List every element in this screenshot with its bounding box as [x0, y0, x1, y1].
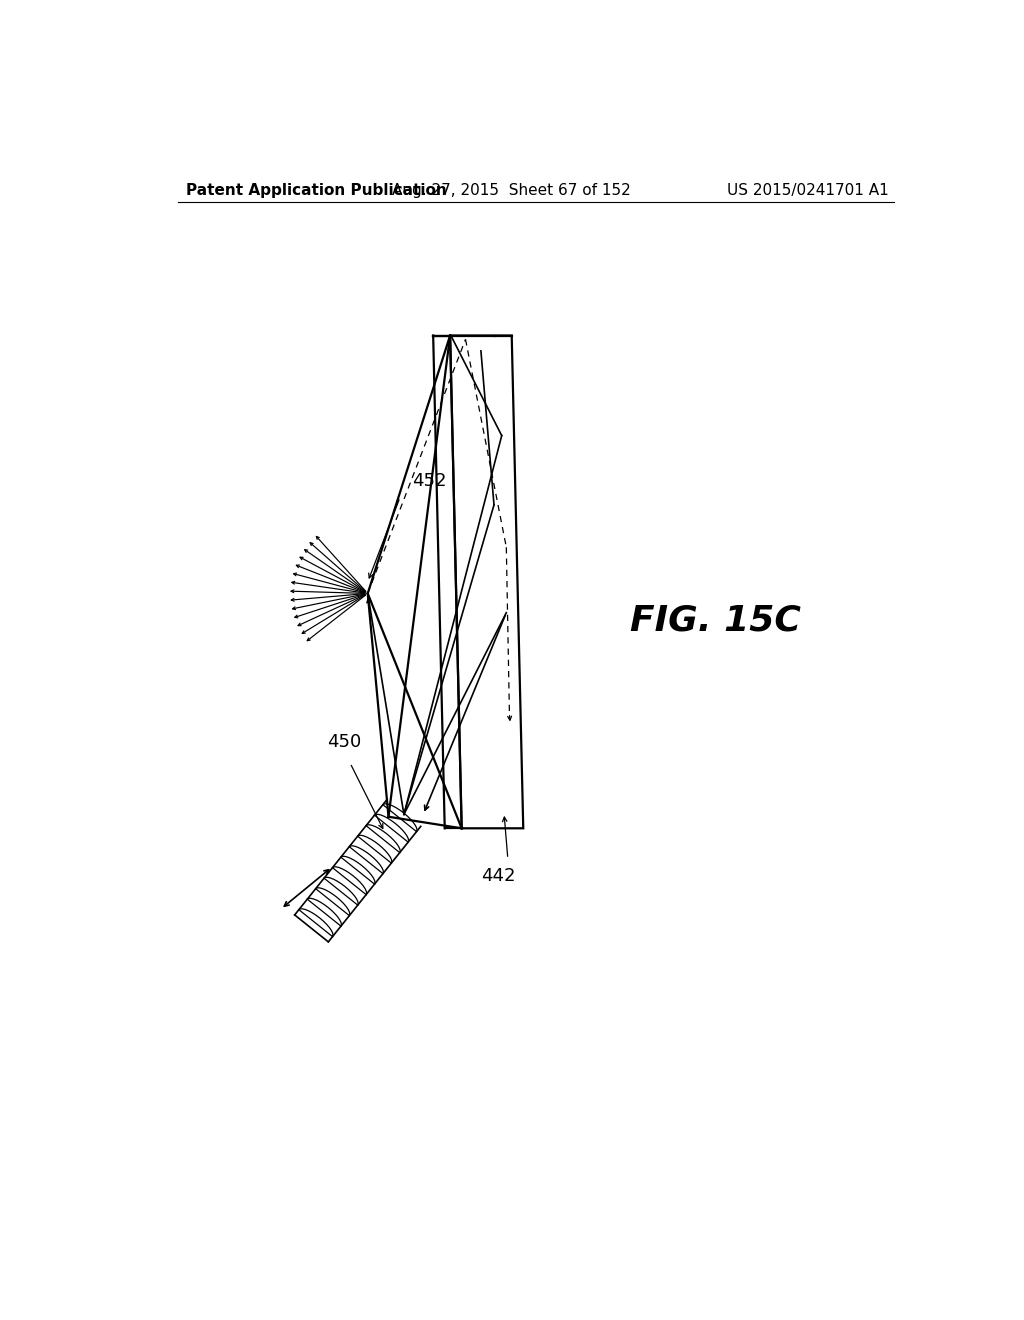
- Text: Aug. 27, 2015  Sheet 67 of 152: Aug. 27, 2015 Sheet 67 of 152: [392, 183, 631, 198]
- Text: Patent Application Publication: Patent Application Publication: [186, 183, 446, 198]
- Text: 452: 452: [412, 471, 446, 490]
- Text: US 2015/0241701 A1: US 2015/0241701 A1: [727, 183, 889, 198]
- Text: FIG. 15C: FIG. 15C: [631, 603, 801, 638]
- Text: 442: 442: [481, 867, 515, 884]
- Text: 450: 450: [327, 734, 361, 751]
